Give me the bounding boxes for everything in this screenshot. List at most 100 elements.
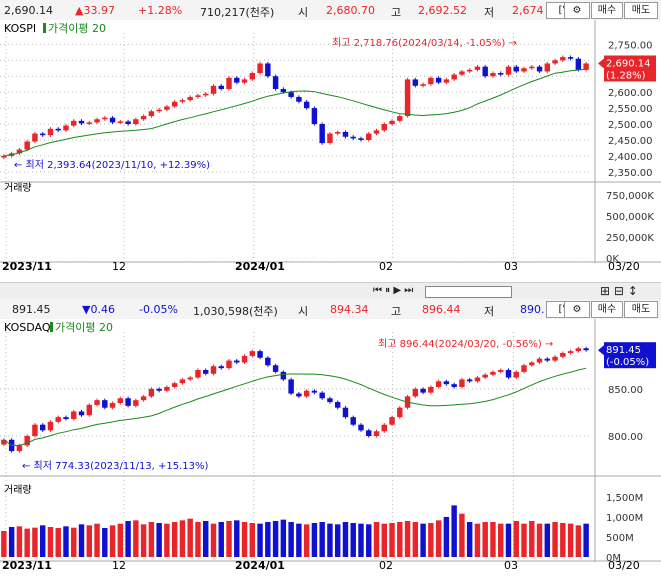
- volume-tick-label: 250,000K: [606, 233, 654, 244]
- candle-body: [1, 439, 7, 445]
- chart-name: KOSDAQ: [4, 321, 51, 334]
- scroll-controls[interactable]: ⏮ ⏸ ▶ ⏭: [373, 285, 414, 296]
- candle-body: [560, 57, 566, 61]
- candle-body: [412, 388, 419, 397]
- kospi-settings-button[interactable]: ⚙: [564, 2, 590, 19]
- volume-bar: [1, 531, 7, 557]
- candle-body: [373, 130, 380, 134]
- candle-body: [451, 384, 457, 387]
- candle-body: [156, 109, 162, 112]
- last-price-tag: [604, 342, 656, 369]
- candle-body: [420, 84, 426, 86]
- kosdaq-open: 894.34: [330, 303, 369, 316]
- candle-body: [521, 68, 527, 72]
- volume-bar: [241, 522, 248, 557]
- candle-body: [203, 370, 209, 374]
- y-tick-label: 2,450.00: [608, 136, 653, 147]
- kosdaq-buy-button[interactable]: 매수: [591, 301, 623, 318]
- candle-body: [241, 79, 248, 83]
- kospi-change: ▲33.97: [75, 4, 115, 17]
- candle-body: [498, 370, 504, 372]
- candle-body: [521, 365, 527, 372]
- candle-body: [583, 63, 589, 70]
- y-tick-label: 2,750.00: [608, 40, 653, 51]
- candle-body: [63, 417, 69, 420]
- volume-bar: [505, 523, 512, 557]
- volume-bar: [412, 522, 419, 557]
- candle-body: [319, 124, 325, 144]
- candle-body: [505, 66, 512, 75]
- candle-body: [412, 79, 419, 86]
- candle-body: [459, 71, 465, 75]
- candle-body: [342, 131, 349, 137]
- kospi-open: 2,680.70: [326, 4, 375, 17]
- candle-body: [257, 351, 263, 358]
- candle-body: [94, 119, 100, 123]
- volume-bar: [86, 525, 92, 557]
- volume-bar: [234, 520, 240, 557]
- last-price-pointer: [598, 345, 604, 356]
- volume-tick-label: 1,000M: [606, 513, 643, 524]
- zoom-controls[interactable]: ⊞ ⊟ ↕: [600, 284, 638, 298]
- candle-body: [272, 365, 279, 372]
- kospi-volume: 710,217(천주): [200, 6, 275, 19]
- candle-body: [171, 383, 178, 387]
- candle-body: [179, 379, 186, 384]
- candle-body: [125, 398, 131, 406]
- zoom-slider[interactable]: [425, 286, 512, 298]
- candle-body: [78, 120, 85, 124]
- ma-legend-label: 가격이평 20: [48, 22, 106, 35]
- candle-body: [102, 400, 108, 408]
- candle-body: [327, 133, 333, 144]
- candle-body: [466, 379, 473, 382]
- kospi-change-pct: +1.28%: [138, 4, 183, 17]
- candle-body: [529, 66, 535, 69]
- kosdaq-open-label: 시: [298, 305, 309, 318]
- candle-body: [140, 396, 147, 401]
- candle-body: [552, 60, 558, 64]
- candle-body: [373, 431, 380, 436]
- volume-bar: [187, 518, 193, 557]
- volume-bar: [350, 523, 356, 557]
- candle-body: [567, 57, 574, 59]
- volume-bar: [513, 521, 519, 557]
- kosdaq-settings-button[interactable]: ⚙: [564, 301, 590, 318]
- candle-body: [140, 116, 147, 120]
- last-price-value: 891.45: [606, 345, 641, 356]
- volume-bar: [567, 523, 574, 557]
- candle-body: [529, 362, 535, 366]
- kospi-chart: KOSPI 가격이평 20 거래량 2,350.00 2,400.00 2,450.00 2…: [0, 20, 661, 283]
- kosdaq-volume: 1,030,598(천주): [193, 305, 278, 318]
- x-tick-label: 2024/01: [235, 559, 285, 572]
- volume-bar: [327, 523, 333, 557]
- candle-body: [505, 370, 512, 378]
- kospi-sell-button[interactable]: 매도: [624, 2, 658, 19]
- candle-body: [16, 149, 23, 154]
- candle-body: [257, 63, 263, 74]
- candle-body: [86, 404, 92, 416]
- candle-body: [435, 381, 442, 387]
- volume-bar: [428, 523, 434, 557]
- candle-body: [249, 73, 256, 80]
- volume-bar: [296, 523, 302, 557]
- volume-bar: [218, 522, 224, 557]
- candle-body: [32, 424, 38, 436]
- candle-body: [443, 381, 450, 385]
- candle-body: [117, 398, 124, 403]
- kosdaq-sell-button[interactable]: 매도: [624, 301, 658, 318]
- kospi-high: 2,692.52: [418, 4, 467, 17]
- y-tick-label: 2,550.00: [608, 104, 653, 115]
- candle-body: [125, 121, 131, 125]
- volume-bar: [536, 523, 543, 557]
- candle-body: [381, 424, 387, 432]
- candle-body: [311, 390, 318, 393]
- kosdaq-high: 896.44: [422, 303, 461, 316]
- candle-body: [319, 392, 325, 399]
- volume-bar: [280, 519, 287, 557]
- volume-bar: [459, 513, 465, 557]
- kosdaq-price: 891.45: [12, 303, 51, 316]
- candle-body: [366, 133, 372, 140]
- candle-body: [575, 348, 582, 352]
- kospi-buy-button[interactable]: 매수: [591, 2, 623, 19]
- volume-bar: [303, 524, 310, 557]
